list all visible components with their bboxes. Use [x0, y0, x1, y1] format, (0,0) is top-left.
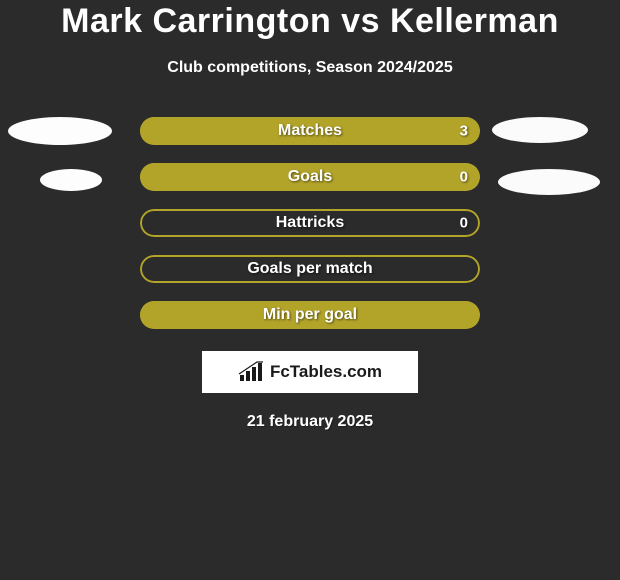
- badge-text: FcTables.com: [270, 362, 382, 382]
- stat-value-right: 3: [460, 123, 468, 140]
- stat-label: Goals per match: [247, 260, 372, 278]
- stats-area: Matches 3 Goals 0 Hattricks 0 Goals per match M…: [0, 117, 620, 329]
- stat-label: Matches: [278, 122, 342, 140]
- comparison-infographic: Mark Carrington vs Kellerman Club compet…: [0, 0, 620, 431]
- stat-rows: Matches 3 Goals 0 Hattricks 0 Goals per match M…: [140, 117, 480, 329]
- stat-row: Goals 0: [140, 163, 480, 191]
- stat-label: Goals: [288, 168, 332, 186]
- bar-chart-icon: [238, 361, 264, 383]
- stat-row: Matches 3: [140, 117, 480, 145]
- page-subtitle: Club competitions, Season 2024/2025: [0, 59, 620, 77]
- ellipse-bot-left: [40, 169, 102, 191]
- stat-label: Min per goal: [263, 306, 357, 324]
- fctables-badge: FcTables.com: [202, 351, 418, 393]
- stat-row: Goals per match: [140, 255, 480, 283]
- stat-row: Hattricks 0: [140, 209, 480, 237]
- page-title: Mark Carrington vs Kellerman: [0, 2, 620, 41]
- ellipse-top-right: [492, 117, 588, 143]
- ellipse-top-left: [8, 117, 112, 145]
- date-text: 21 february 2025: [0, 413, 620, 431]
- stat-label: Hattricks: [276, 214, 344, 232]
- stat-value-right: 0: [460, 169, 468, 186]
- stat-row: Min per goal: [140, 301, 480, 329]
- stat-value-right: 0: [460, 215, 468, 232]
- ellipse-bot-right: [498, 169, 600, 195]
